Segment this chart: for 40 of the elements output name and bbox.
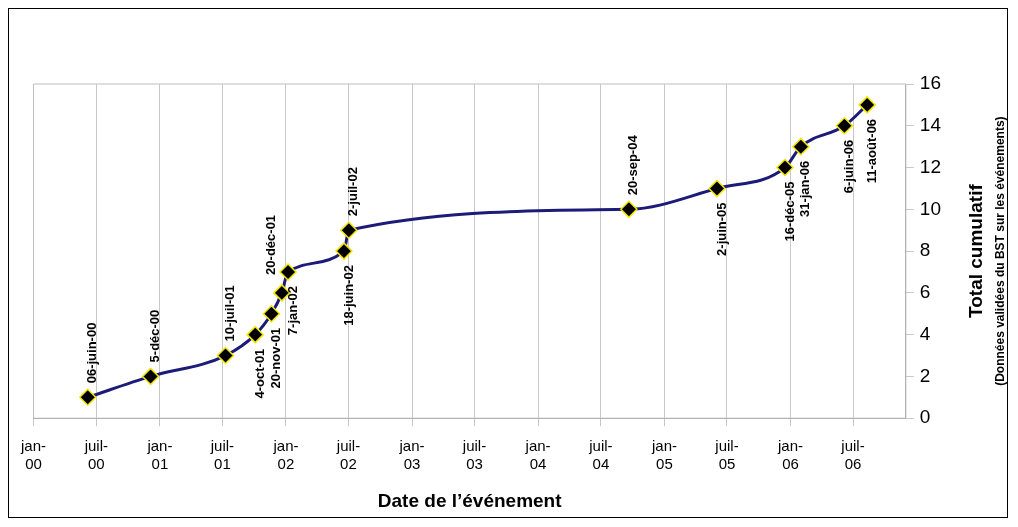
y-tick-label: 6 [919, 281, 931, 303]
y-tick-label: 16 [919, 72, 942, 94]
y-tick-label: 10 [919, 197, 942, 219]
y-tick-label: 14 [919, 114, 942, 136]
annotation: 20-sep-04 [625, 134, 641, 196]
x-tick-label: juil-01 [209, 437, 235, 473]
annotation: 10-juil-01 [222, 285, 238, 342]
x-tick-label: jan-06 [777, 437, 804, 473]
annotation: 2-juin-05 [713, 202, 729, 256]
annotation: 18-juin-02 [340, 265, 356, 326]
x-tick-label: jan-00 [20, 437, 47, 473]
y-tick-label: 4 [919, 322, 931, 344]
x-tick-label: juil-05 [714, 437, 739, 473]
y-axis-title: Total cumulatif (Données validées du BST sur les événements) [964, 116, 1007, 386]
x-tick-label: juil-04 [588, 437, 613, 473]
annotation: 5-déc-00 [147, 309, 163, 363]
annotation: 7-jan-02 [284, 285, 300, 336]
x-axis-title: Date de l’événement [377, 489, 563, 511]
y-tick-label: 12 [919, 155, 942, 177]
annotation: 06-juin-00 [84, 322, 100, 384]
annotation: 20-déc-01 [263, 214, 279, 275]
annotation: 31-jan-06 [797, 160, 813, 218]
y-tick-label: 0 [919, 406, 931, 428]
annotation: 16-déc-05 [781, 181, 797, 242]
x-tick-label: juil-02 [335, 437, 361, 473]
y-tick-label: 2 [919, 364, 931, 386]
annotation: 11-août-06 [863, 118, 879, 184]
x-tick-label: jan-04 [524, 437, 551, 473]
x-tick-label: jan-02 [272, 437, 299, 473]
annotation: 20-nov-01 [268, 327, 284, 389]
annotation: 6-juin-06 [840, 139, 856, 194]
x-tick-label: jan-01 [146, 437, 173, 473]
annotation: 2-juil-02 [345, 167, 361, 217]
y-tick-label: 8 [919, 239, 931, 261]
annotation: 4-oct-01 [251, 348, 267, 399]
x-tick-label: juil-03 [461, 437, 487, 473]
x-tick-label: juil-00 [83, 437, 109, 473]
x-tick-label: jan-03 [398, 437, 425, 473]
x-tick-label: jan-05 [650, 437, 677, 473]
x-tick-label: juil-06 [840, 437, 865, 473]
